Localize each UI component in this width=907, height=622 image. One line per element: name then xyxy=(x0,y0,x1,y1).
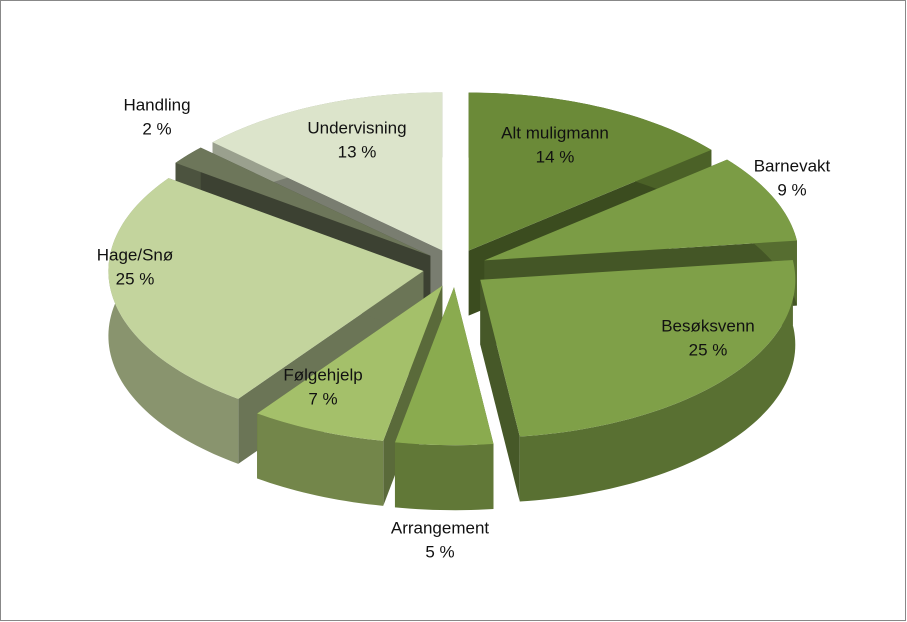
slice-label: Hage/Snø xyxy=(97,245,174,264)
slice-wall xyxy=(480,279,520,502)
slice-label: Alt muligmann xyxy=(501,123,609,142)
slice-label: Arrangement xyxy=(391,518,490,537)
slice-rim xyxy=(394,442,494,511)
value-label: 7 % xyxy=(308,389,337,408)
slice xyxy=(480,259,796,502)
slice-label: Barnevakt xyxy=(754,156,831,175)
slice-top xyxy=(257,285,443,441)
value-label: 2 % xyxy=(142,119,171,138)
slice-top xyxy=(484,159,797,261)
slice-label: Handling xyxy=(123,95,190,114)
slice xyxy=(394,287,494,511)
value-label: 25 % xyxy=(116,269,155,288)
slice-label: Følgehjelp xyxy=(283,365,362,384)
value-label: 13 % xyxy=(338,142,377,161)
slice-top xyxy=(175,147,431,256)
value-label: 25 % xyxy=(689,340,728,359)
slice-label: Besøksvenn xyxy=(661,316,755,335)
value-label: 5 % xyxy=(425,542,454,561)
slice-label: Undervisning xyxy=(307,118,406,137)
slice-top xyxy=(480,259,796,437)
value-label: 14 % xyxy=(536,147,575,166)
slice-top xyxy=(212,92,443,251)
slice-rim xyxy=(257,413,384,506)
slice-top xyxy=(394,287,494,446)
slice-top xyxy=(468,92,712,251)
slice-rim xyxy=(519,259,796,502)
slice-top xyxy=(108,178,424,399)
value-label: 9 % xyxy=(777,180,806,199)
